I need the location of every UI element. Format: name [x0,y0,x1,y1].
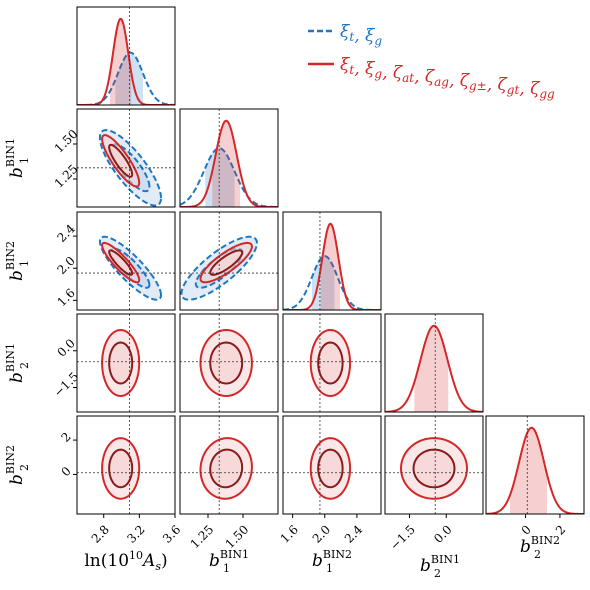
panel-content [180,109,278,207]
x-axis-label-b2-bin1: bBIN1 2 [420,553,460,580]
x-tick-label: 2.4 [342,522,366,546]
contour-68-s1 [412,448,456,489]
panel-b1_bin2-vs-lnAs: 1.6 2.0 2.4 [54,211,176,311]
panel-frame [76,415,176,515]
panel-content [180,314,278,412]
marginal-band-1-s1 [212,120,241,207]
x-tick-label: 0.0 [431,522,454,545]
contour-68-s1 [108,341,134,385]
legend: ξt, ξg ξt, ξg, ζat, ζag, ζg±, ζgt, ζgg [308,22,555,101]
panel-frame [76,6,176,106]
x-tick-label: 1.50 [223,522,252,551]
x-tick-label: 3.6 [160,522,183,545]
panel-content [180,212,278,310]
x-tick-label: 1.25 [188,522,217,551]
panel-content [77,212,175,310]
y-axis-label-b1-bin1: bBIN11 [4,138,31,178]
contour-68-s1 [209,341,244,385]
panel-frame [76,211,176,311]
panel-content [385,314,483,412]
contour-68-s1 [317,341,344,385]
panel-b2_bin2-vs-b2_bin1: −1.5 0.0 [384,415,484,553]
y-tick-label: 2.4 [54,221,78,245]
marginal-curve-3-s1 [385,324,483,412]
panel-content [486,416,584,514]
panel-content [283,212,381,310]
y-tick-label: 1.50 [52,127,81,156]
contour-68-s1 [209,448,244,489]
panel-b2_bin1-vs-b1_bin2 [282,313,382,413]
legend-label-1: ξt, ξg, ζat, ζag, ζg±, ζgt, ζgg [340,55,555,101]
marginal-band-1-s0 [205,148,235,207]
panel-frame [282,313,382,413]
panel-frame [179,211,279,311]
panel-frame [384,415,484,515]
marginal-curve-4-s1 [486,426,584,514]
x-tick-label: 2.8 [89,522,112,545]
panel-frame [384,313,484,413]
panel-b1_bin2-vs-b1_bin1 [179,211,279,311]
y-tick-label: 1.25 [52,162,81,191]
contour-68-s1 [108,448,134,489]
x-axis-label-b2-bin2: bBIN2 2 [520,534,560,561]
contour-68-s1 [209,249,244,276]
panel-b2_bin1-vs-b2_bin1 [384,313,484,413]
y-tick-label: 1.6 [54,286,77,309]
axis-labels-layer: ln(1010As) bBIN1 1 bBIN2 1 bBIN1 2 bBIN2 2 bBIN11… [4,138,560,580]
panel-content [77,7,175,105]
panel-content [180,416,278,514]
panel-content [77,314,175,412]
panel-frame [179,415,279,515]
y-axis-label-b2-bin1: bBIN12 [4,343,31,383]
y-axis-label-b2-bin2: bBIN22 [4,445,31,485]
panel-content [77,109,175,207]
contour-68-s1 [108,143,134,178]
panel-lnAs-vs-lnAs [76,6,176,106]
marginal-band-2-s0 [311,256,335,310]
legend-label-0: ξt, ξg [340,22,382,48]
x-tick-label: 3.2 [124,522,147,545]
panel-b2_bin1-vs-lnAs: −1.50.0 [51,313,176,413]
marginal-band-4-s1 [510,427,548,514]
y-tick-label: 2.0 [54,254,77,277]
marginal-curve-2-s0 [283,255,381,310]
x-tick-label: 1.6 [278,522,301,545]
x-axis-label-b1-bin2: bBIN2 1 [312,548,352,575]
marginal-band-2-s1 [320,223,341,310]
y-tick-label: 2 [59,430,74,445]
panel-frame [179,313,279,413]
panel-b2_bin2-vs-lnAs: 2.8 3.2 3.6 0 2 [59,415,183,546]
marginal-curve-1-s0 [180,147,278,207]
panel-b1_bin1-vs-lnAs: 1.25 1.50 [52,108,176,208]
marginal-band-3-s1 [414,325,449,412]
panel-b2_bin1-vs-b1_bin1 [179,313,279,413]
panel-frame [76,108,176,208]
y-tick-label: 0.0 [54,336,77,359]
panel-b2_bin2-vs-b1_bin2: 1.6 2.0 2.4 [278,415,382,546]
contour-68-s1 [317,448,344,489]
x-axis-label-b1-bin1: bBIN1 1 [209,548,249,575]
y-tick-label: 0 [59,464,74,479]
panel-b1_bin2-vs-b1_bin2 [282,211,382,311]
panel-frame [282,415,382,515]
panel-content [283,416,381,514]
panel-content [283,314,381,412]
panel-content [77,416,175,514]
y-axis-label-b1-bin2: bBIN21 [4,241,31,281]
marginal-band-0-s1 [109,18,132,105]
x-tick-label: −1.5 [387,522,418,553]
x-axis-label-lnAs: ln(1010As) [84,549,167,573]
x-tick-label: 2.0 [310,522,333,545]
panel-content [385,416,483,514]
panel-frame [282,211,382,311]
panel-frame [179,108,279,208]
panel-b2_bin2-vs-b1_bin1: 1.25 1.50 [179,415,279,551]
marginal-curve-0-s0 [77,51,175,105]
panel-frame [485,415,585,515]
panel-frame [76,313,176,413]
panel-b1_bin1-vs-b1_bin1 [179,108,279,208]
